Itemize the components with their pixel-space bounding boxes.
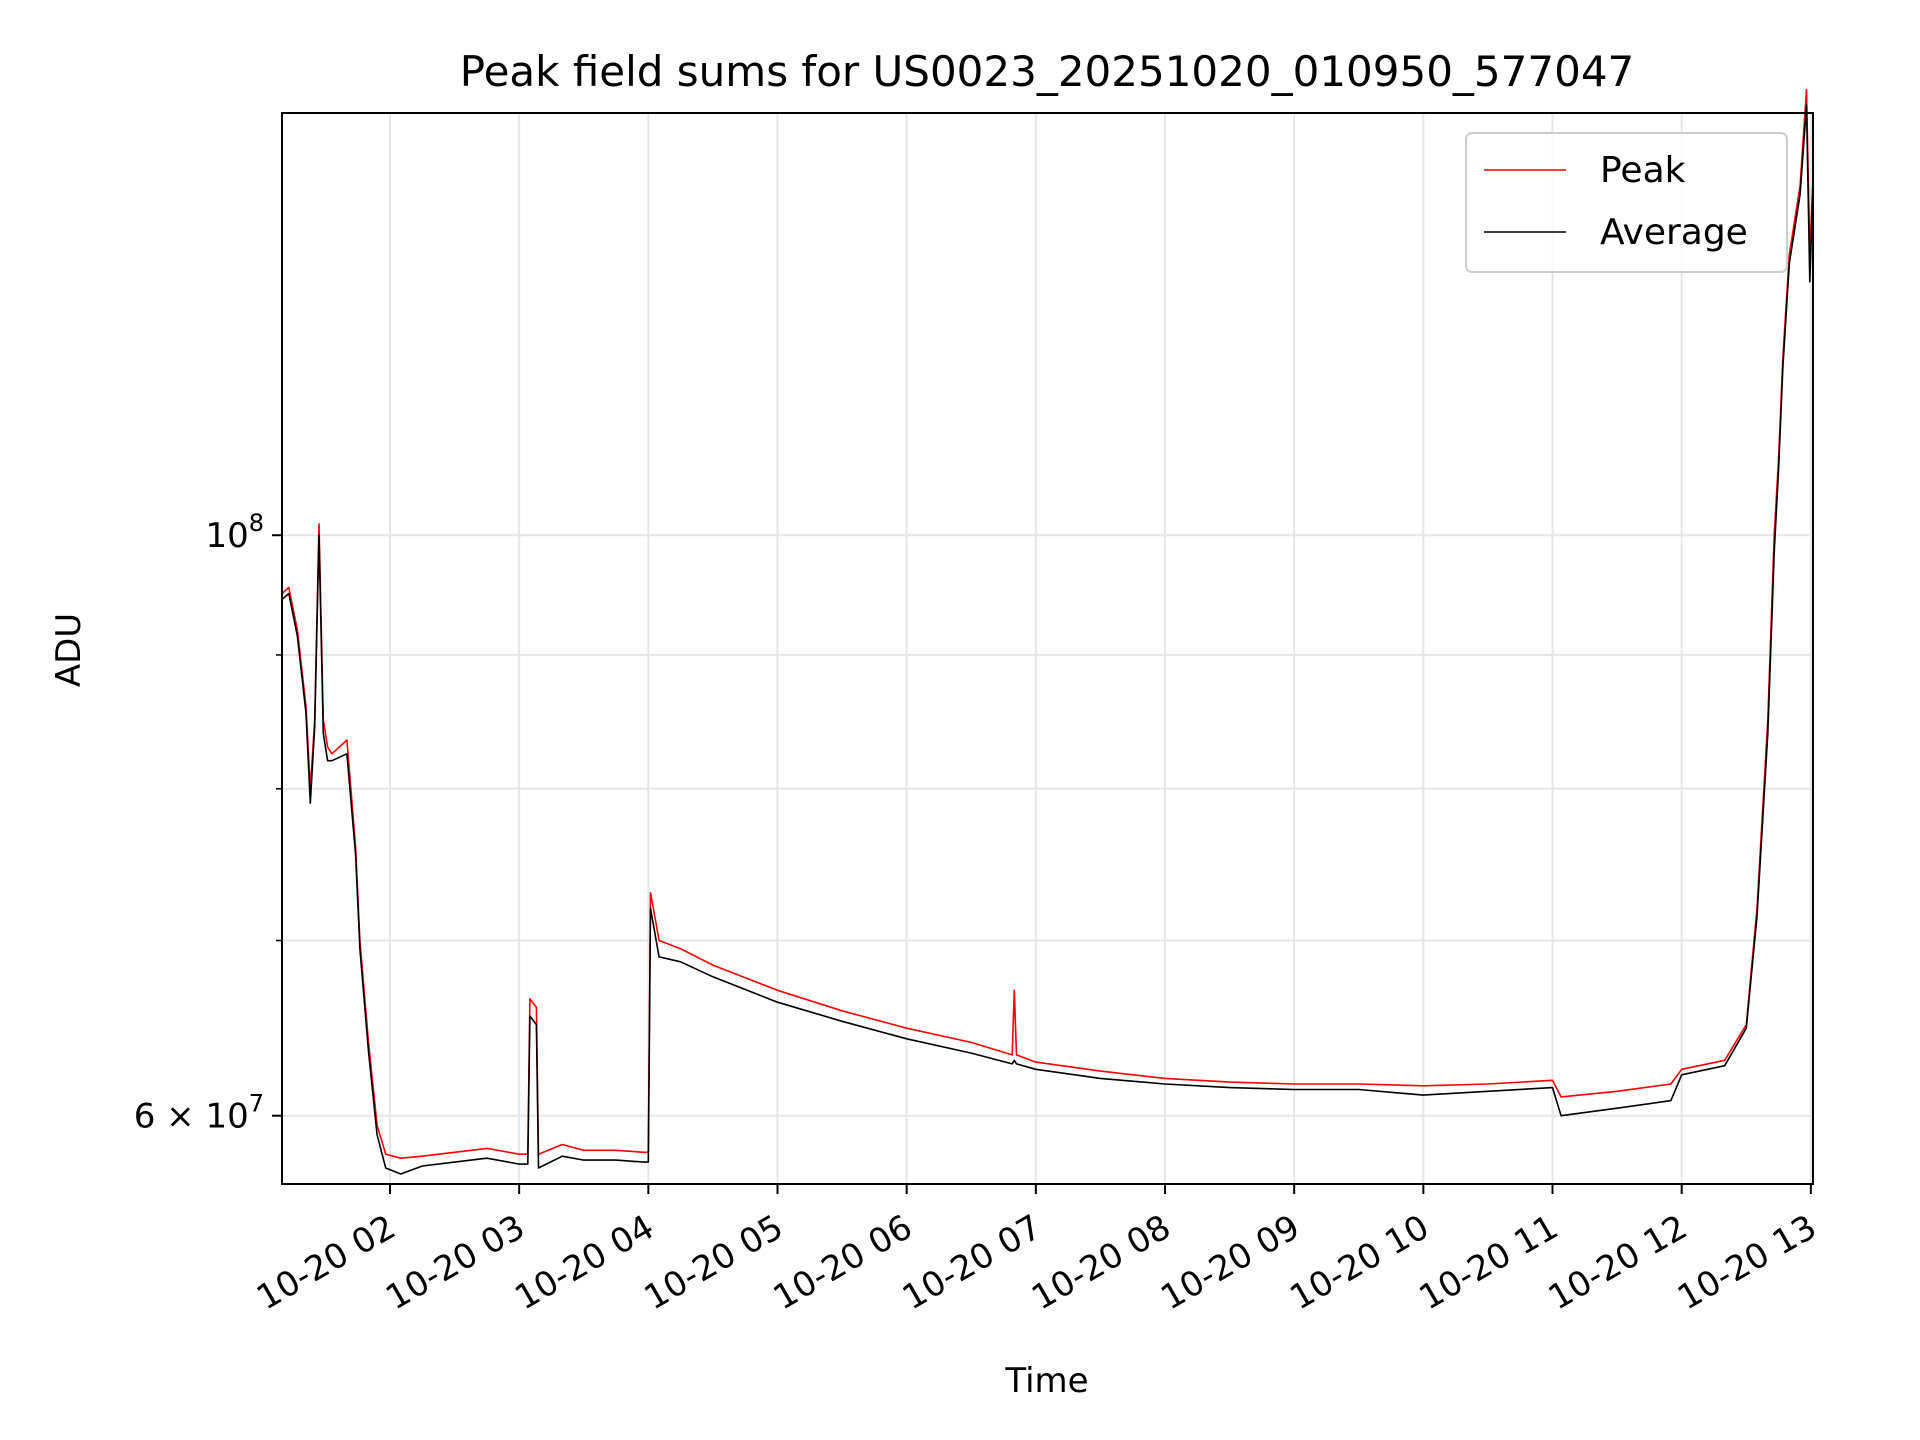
legend-peak-label: Peak: [1600, 150, 1686, 191]
legend: Peak Average: [1465, 132, 1788, 273]
x-axis-label: Time: [1004, 1361, 1088, 1401]
legend-average-label: Average: [1600, 212, 1748, 253]
plot-frame: [281, 112, 1814, 1185]
series-layer: [281, 88, 1814, 1175]
y-tick-label: 108: [205, 509, 264, 556]
grid: [282, 113, 1813, 1184]
y-axis-ticks: 108 6 × 107: [134, 509, 282, 1137]
y-tick-label: 6 × 107: [134, 1090, 264, 1137]
chart-title: Peak field sums for US0023_20251020_0109…: [460, 47, 1635, 96]
series-line-average: [281, 104, 1814, 1175]
y-axis-label: ADU: [49, 613, 89, 687]
legend-box: [1465, 132, 1788, 273]
